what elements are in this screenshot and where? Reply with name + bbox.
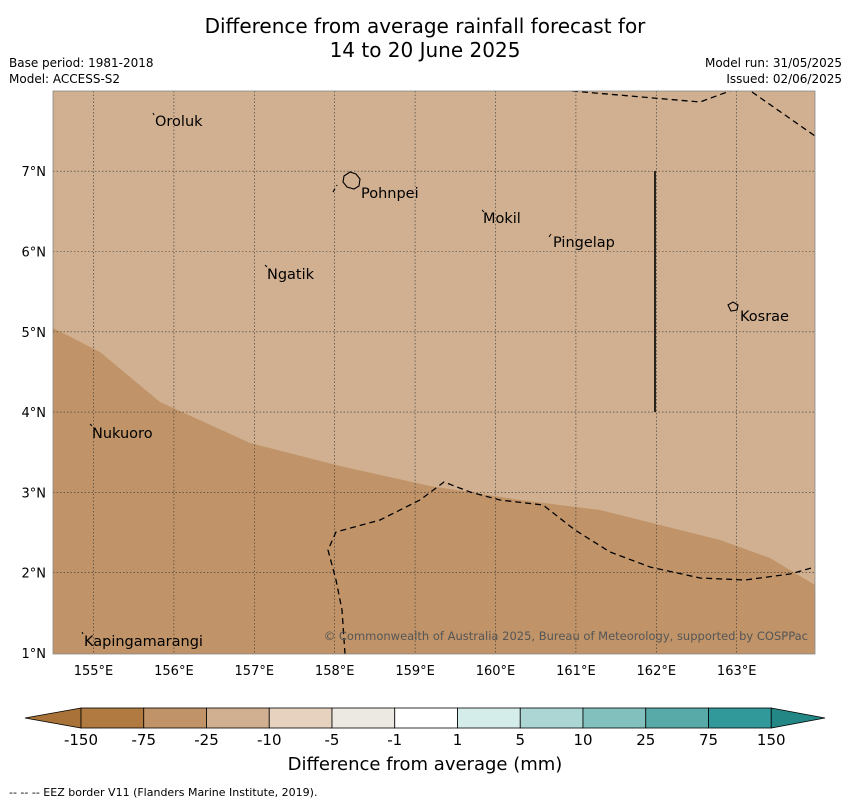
- eez-border: [327, 91, 815, 654]
- mokil-marker: [481, 209, 485, 213]
- colorbar-swatch: [457, 707, 521, 729]
- lat-tick-label: 4°N: [22, 406, 47, 421]
- eez-note: -- -- -- EEZ border V11 (Flanders Marine…: [9, 786, 318, 799]
- label-ngatik: Ngatik: [267, 267, 315, 283]
- graticule: [53, 91, 815, 654]
- colorbar-tick-label: -5: [325, 731, 340, 749]
- label-nukuoro: Nukuoro: [92, 426, 153, 442]
- lon-tick-label: 155°E: [74, 664, 114, 679]
- colorbar-swatch: [394, 707, 458, 729]
- colorbar-tick-label: -75: [132, 731, 157, 749]
- eez-border-segment-south: [327, 481, 815, 654]
- title-line-1: Difference from average rainfall forecas…: [204, 14, 646, 38]
- colorbar-caption: Difference from average (mm): [287, 754, 563, 775]
- colorbar-extend-low: [24, 707, 82, 729]
- lon-tick-label: 161°E: [556, 664, 596, 679]
- label-mokil: Mokil: [483, 211, 521, 227]
- colorbar-swatch: [80, 707, 145, 729]
- colorbar-extend-high: [770, 707, 826, 729]
- lat-tick-label: 1°N: [22, 647, 47, 662]
- label-kapingamarangi: Kapingamarangi: [84, 634, 203, 650]
- issued-date: Issued: 02/06/2025: [726, 72, 842, 86]
- label-kosrae: Kosrae: [740, 309, 789, 325]
- lat-tick-label: 7°N: [22, 165, 47, 180]
- map-frame: [52, 90, 816, 655]
- oroluk-marker: [152, 112, 155, 116]
- lat-tick-label: 3°N: [22, 486, 47, 501]
- lon-tick-label: 158°E: [315, 664, 355, 679]
- kosrae-island: [727, 301, 739, 312]
- lon-tick-label: 163°E: [717, 664, 757, 679]
- eez-border-segment-north: [571, 91, 732, 103]
- meta-left: Base period: 1981-2018 Model: ACCESS-S2: [9, 55, 154, 87]
- eez-border-segment-pohnpei: [332, 184, 338, 193]
- atoll-markers: [81, 112, 552, 635]
- lon-tick-label: 159°E: [395, 664, 435, 679]
- colorbar-tick-label: -150: [64, 731, 98, 749]
- colorbar-swatch: [645, 707, 709, 729]
- lon-tick-label: 162°E: [637, 664, 677, 679]
- copyright-text: © Commonwealth of Australia 2025, Bureau…: [324, 629, 808, 643]
- lat-tick-label: 6°N: [22, 246, 47, 261]
- lon-tick-label: 160°E: [476, 664, 516, 679]
- lat-tick-label: 5°N: [22, 326, 47, 341]
- latitude-axis: 1°N 2°N 3°N 4°N 5°N 6°N 7°N: [22, 165, 47, 662]
- longitude-axis: 155°E 156°E 157°E 158°E 159°E 160°E 161°E 162°E…: [74, 664, 757, 679]
- map-area: [53, 91, 815, 654]
- model-name: Model: ACCESS-S2: [9, 72, 121, 86]
- colorbar-swatch: [708, 707, 772, 729]
- colorbar-swatch: [519, 707, 584, 729]
- colorbar-swatch: [268, 707, 333, 729]
- kapinga-marker: [81, 631, 84, 635]
- colorbar-tick-label: -10: [257, 731, 282, 749]
- nukuoro-marker: [89, 423, 93, 427]
- map-title: Difference from average rainfall forecas…: [0, 14, 850, 62]
- colorbar-swatch: [206, 707, 270, 729]
- lon-tick-label: 157°E: [235, 664, 275, 679]
- colorbar-tick-label: 5: [515, 731, 525, 749]
- colorbar-tick-label: 1: [453, 731, 463, 749]
- label-oroluk: Oroluk: [155, 114, 203, 130]
- title-line-2: 14 to 20 June 2025: [329, 38, 521, 62]
- colorbar-tick-label: 75: [699, 731, 718, 749]
- colorbar-tick-label: -1: [387, 731, 402, 749]
- eez-border-segment-northeast: [751, 91, 815, 137]
- pohnpei-island: [342, 171, 361, 190]
- colorbar-swatch: [582, 707, 647, 729]
- colorbar-tick-label: 150: [757, 731, 786, 749]
- lat-tick-label: 2°N: [22, 567, 47, 582]
- colorbar-tick-label: 10: [573, 731, 592, 749]
- meta-right: Model run: 31/05/2025 Issued: 02/06/2025: [705, 55, 842, 87]
- colorbar-swatch: [331, 707, 396, 729]
- label-pohnpei: Pohnpei: [361, 186, 419, 202]
- colorbar-swatch: [143, 707, 207, 729]
- label-pingelap: Pingelap: [553, 235, 615, 251]
- model-run: Model run: 31/05/2025: [704, 56, 842, 70]
- colorbar: -150 -75 -25 -10 -5 -1 1 5 10 25 75 150: [24, 707, 826, 749]
- base-period: Base period: 1981-2018: [9, 56, 154, 70]
- ngatik-marker: [264, 264, 268, 268]
- lon-tick-label: 156°E: [154, 664, 194, 679]
- pingelap-marker: [548, 233, 552, 238]
- colorbar-tick-label: 25: [636, 731, 655, 749]
- place-labels: Oroluk Pohnpei Mokil Pingelap Ngatik Kos…: [84, 114, 789, 650]
- colorbar-tick-label: -25: [194, 731, 219, 749]
